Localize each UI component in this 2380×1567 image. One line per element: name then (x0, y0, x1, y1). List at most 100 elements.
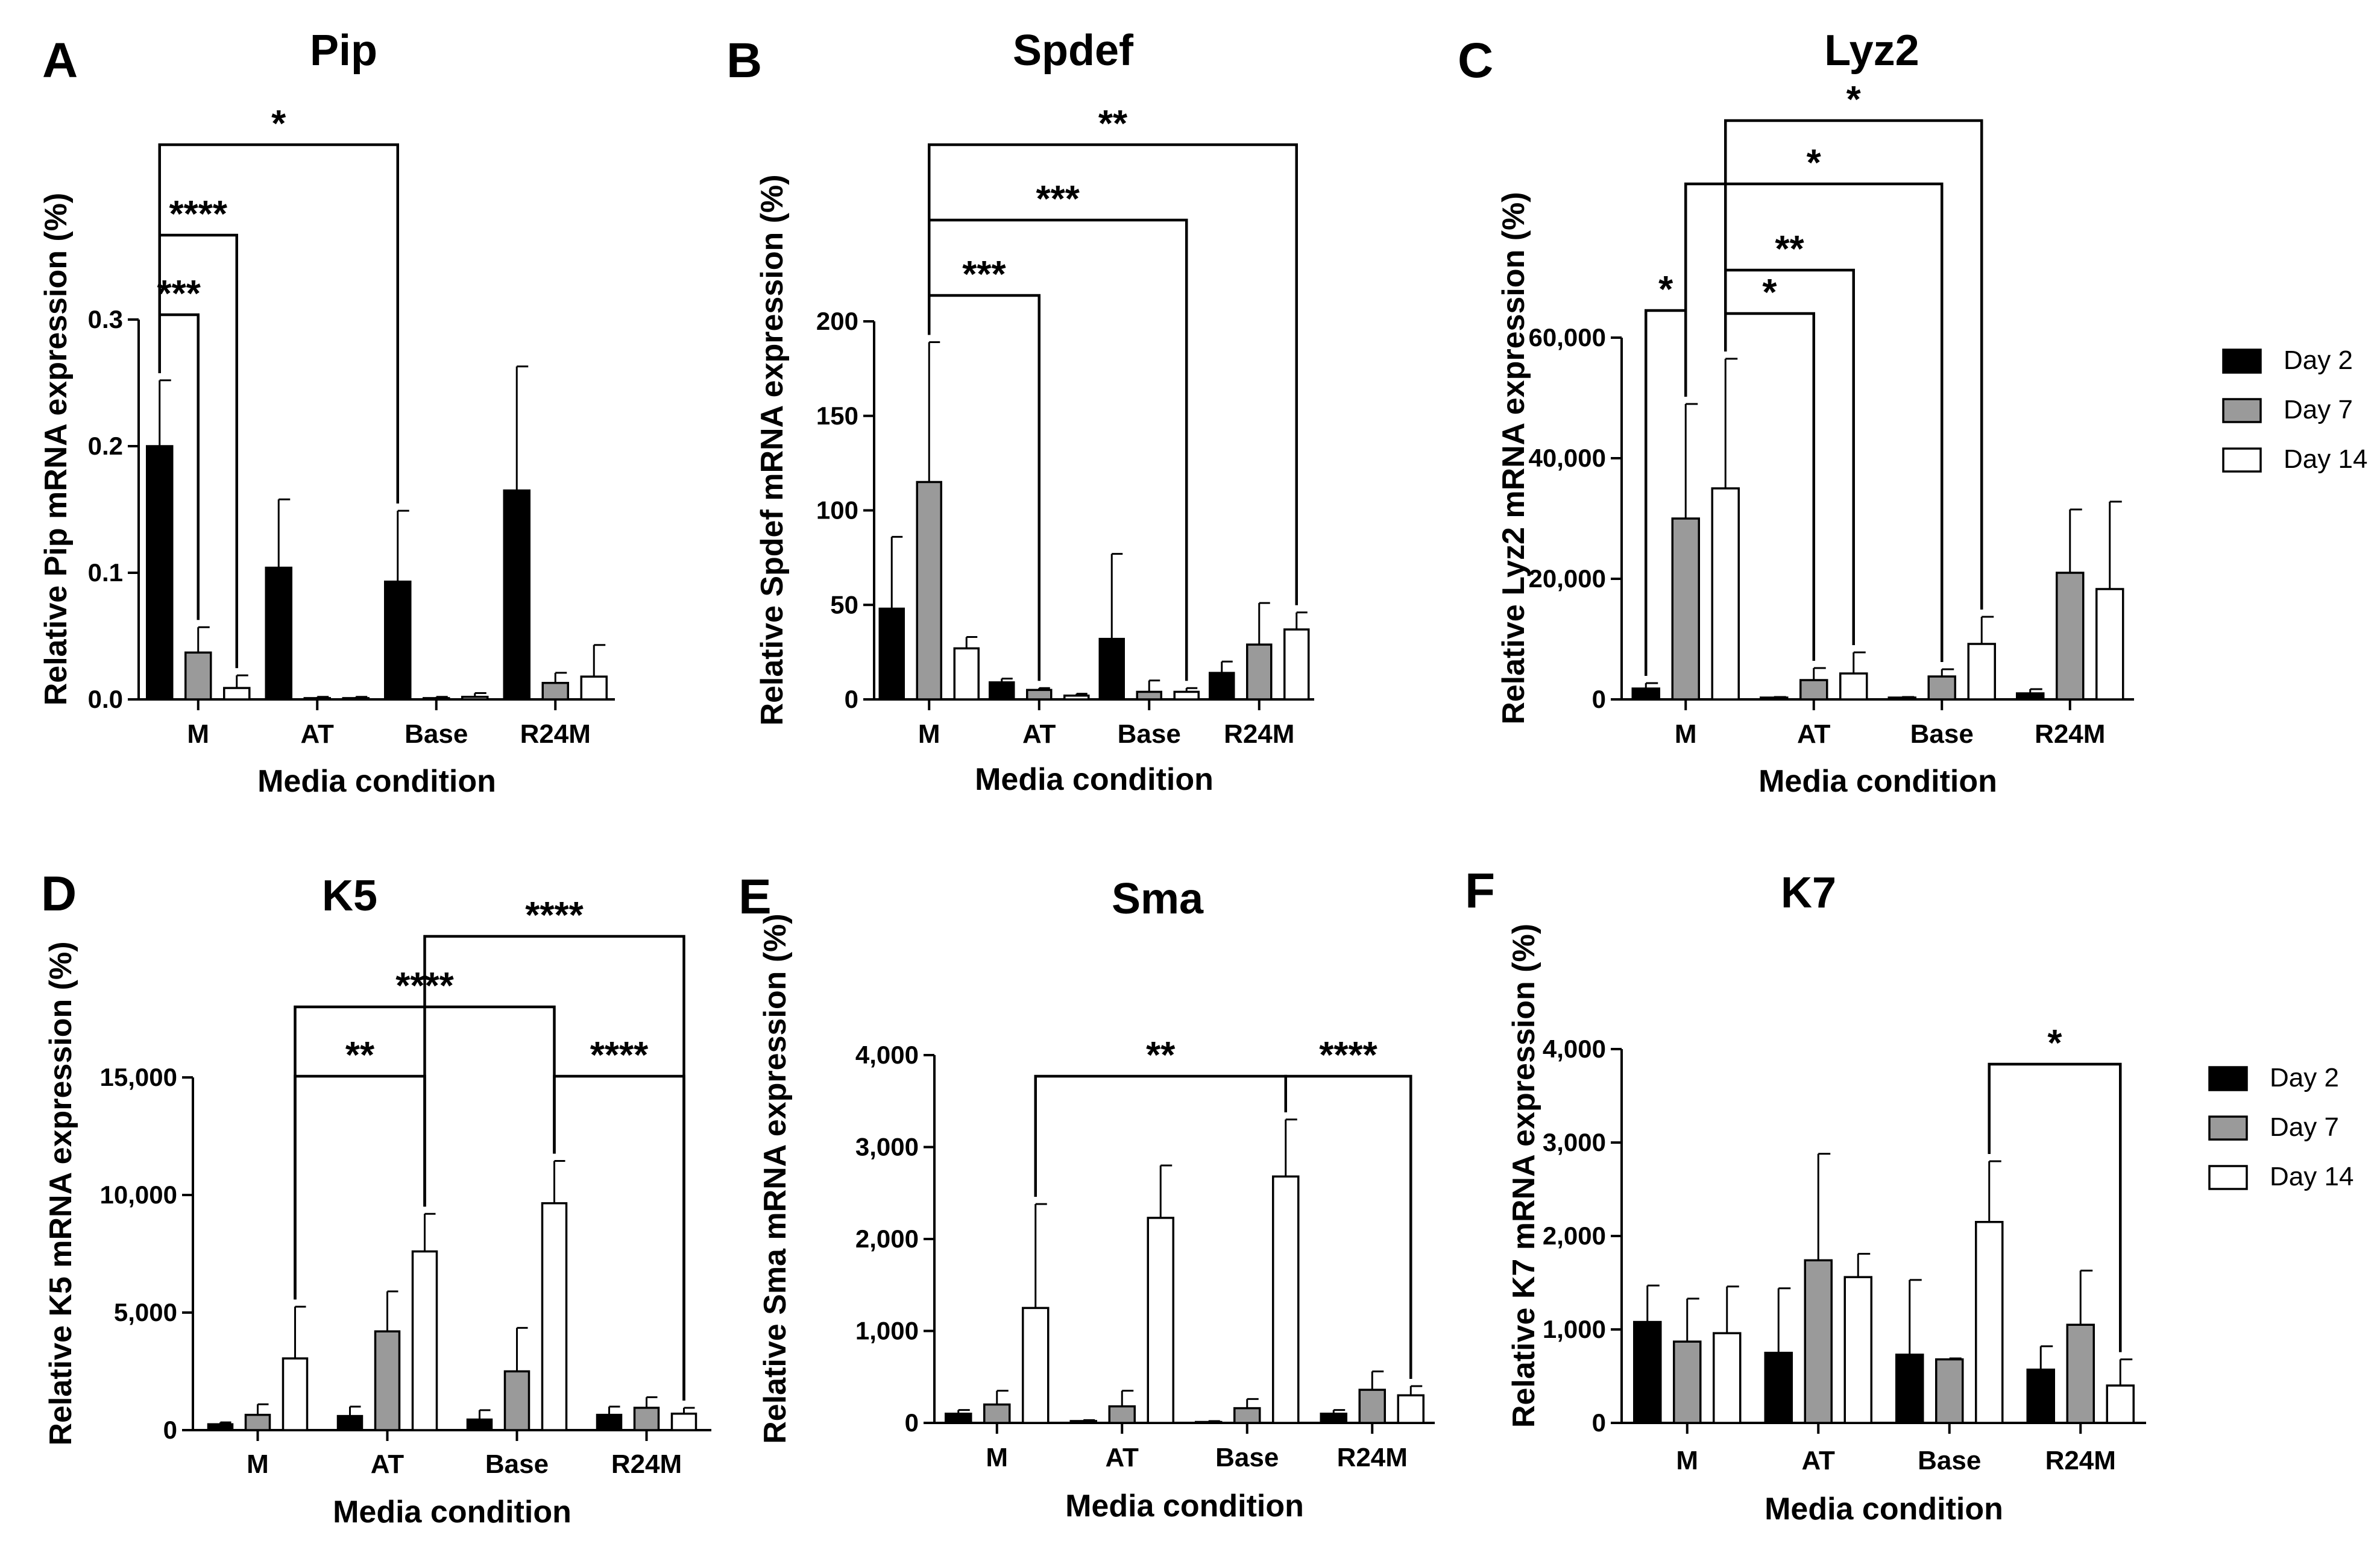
chart-title: K7 (1781, 869, 1836, 917)
chart-title: Lyz2 (1824, 27, 1919, 75)
x-tick-label: R24M (1337, 1443, 1408, 1472)
bar-day7-at (1026, 689, 1053, 701)
bar-day14-m (1713, 1332, 1742, 1424)
x-axis-label: Media condition (975, 762, 1214, 797)
panel-letter: A (42, 33, 78, 88)
bar-day2-base (1195, 1420, 1223, 1424)
y-tick-label: 150 (816, 402, 858, 430)
x-tick-label: Base (485, 1449, 549, 1479)
y-tick-label: 0.0 (88, 685, 123, 713)
y-tick-label: 0 (1592, 685, 1606, 713)
bar-day14-at (411, 1250, 438, 1431)
legend-label-day2: Day 2 (2284, 345, 2353, 375)
bar-day7-m (1673, 1340, 1702, 1424)
bar-day7-base (423, 697, 450, 701)
x-axis-label: Media condition (1065, 1489, 1304, 1524)
significance-label: ** (1775, 229, 1804, 270)
bar-day7-r24m (1246, 643, 1273, 701)
panel-letter: C (1458, 33, 1493, 88)
x-tick-label: M (187, 719, 209, 749)
bar-day2-m (945, 1413, 972, 1424)
bar-day14-base (541, 1202, 568, 1431)
bar-day2-m (1633, 1320, 1662, 1424)
y-tick-label: 200 (816, 307, 858, 335)
x-tick-label: AT (1802, 1446, 1836, 1475)
panel-d: D K5 Relative K5 mRNA expression (%) 0 5,000… (41, 866, 711, 1530)
bar-day2-r24m (2016, 692, 2045, 701)
bar-day7-at (303, 697, 331, 701)
legend-label-day14: Day 14 (2284, 444, 2367, 474)
bar-day14-at (342, 697, 370, 701)
bar-day14-m (1711, 487, 1740, 701)
significance-label: * (271, 103, 286, 145)
bar-day2-at (989, 681, 1015, 701)
x-tick-label: Base (1215, 1443, 1279, 1472)
y-tick-label: 4,000 (855, 1041, 919, 1069)
y-tick-label: 50 (830, 590, 858, 619)
x-tick-label: M (918, 719, 940, 749)
panel-letter: F (1465, 863, 1495, 918)
bar-day7-at (1108, 1405, 1136, 1424)
significance-label: **** (590, 1035, 649, 1076)
y-tick-label: 0 (905, 1408, 919, 1437)
bar-day14-m (953, 647, 980, 701)
bar-day14-r24m (1283, 628, 1310, 701)
x-tick-label: M (986, 1443, 1008, 1472)
significance-label: **** (1319, 1035, 1377, 1076)
bar-day14-base (1975, 1221, 2004, 1424)
significance-label: * (1658, 269, 1673, 311)
bar-day14-r24m (1397, 1394, 1425, 1424)
y-tick-label: 2,000 (855, 1225, 919, 1253)
significance-label: * (2047, 1023, 2062, 1064)
bar-day7-r24m (633, 1407, 660, 1431)
bar-day14-at (1839, 672, 1868, 701)
bar-day2-m (146, 445, 174, 701)
bar-day14-at (1063, 694, 1090, 701)
bar-day2-at (1069, 1420, 1097, 1424)
significance-label: *** (962, 254, 1006, 295)
y-tick-label: 2,000 (1543, 1222, 1606, 1250)
legend-swatch-day2 (2222, 348, 2262, 374)
bar-day14-r24m (580, 675, 608, 701)
bar-day7-m (916, 481, 942, 701)
legend-swatch-day7 (2222, 398, 2262, 423)
x-tick-label: AT (371, 1449, 405, 1479)
bar-day7-base (1927, 675, 1956, 701)
bar-day14-m (223, 687, 251, 701)
x-tick-label: R24M (1224, 719, 1294, 749)
x-tick-label: AT (1106, 1443, 1139, 1472)
bar-day2-base (1895, 1354, 1924, 1424)
bar-day14-r24m (2106, 1384, 2135, 1424)
significance-bracket (1724, 268, 1855, 645)
bar-day7-at (1799, 679, 1828, 701)
x-axis-label: Media condition (1758, 764, 1997, 799)
significance-bracket (294, 1074, 426, 1300)
y-axis-label: Relative Spdef mRNA expression (%) (755, 174, 790, 725)
bar-day14-m (282, 1357, 309, 1431)
bar-day7-base (1935, 1358, 1964, 1424)
x-tick-label: Base (1910, 719, 1974, 749)
significance-label: * (1807, 142, 1822, 184)
bar-day14-base (1272, 1175, 1300, 1424)
x-axis-label: Media condition (257, 764, 496, 799)
significance-bracket (1988, 1062, 2122, 1352)
legend-label-day14: Day 14 (2270, 1162, 2353, 1191)
x-tick-label: M (1675, 719, 1697, 749)
legend: Day 2 Day 7 Day 14 (2222, 345, 2367, 474)
x-tick-label: AT (301, 719, 335, 749)
significance-bracket (1684, 182, 1944, 662)
x-tick-label: R24M (611, 1449, 682, 1479)
panels: A Pip Relative Pip mRNA expression (%) 0.0 0… (39, 27, 2146, 1530)
bar-day7-r24m (2056, 572, 2085, 701)
bar-day7-r24m (1358, 1389, 1386, 1424)
x-tick-label: M (247, 1449, 269, 1479)
bar-day2-m (1631, 687, 1660, 701)
bar-day2-m (878, 607, 905, 701)
panel-f: F K7 Relative K7 mRNA expression (%) 0 1,000… (1465, 863, 2146, 1527)
x-tick-label: AT (1022, 719, 1056, 749)
bar-day7-base (503, 1370, 530, 1431)
legends: Day 2 Day 7 Day 14 Day 2 Day 7 Day 14 (2208, 345, 2367, 1191)
y-tick-label: 3,000 (855, 1133, 919, 1161)
bar-day7-m (983, 1403, 1011, 1424)
significance-bracket (423, 935, 685, 1401)
